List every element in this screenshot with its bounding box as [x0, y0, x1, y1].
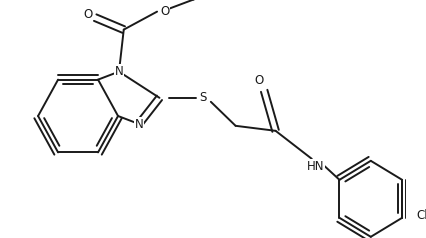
Text: HN: HN — [307, 160, 324, 173]
Text: Cl: Cl — [416, 209, 426, 222]
Text: S: S — [199, 91, 207, 104]
Text: N: N — [135, 118, 144, 130]
Text: O: O — [255, 74, 264, 87]
Text: O: O — [160, 5, 169, 18]
Text: N: N — [115, 65, 124, 78]
Text: O: O — [83, 8, 92, 21]
